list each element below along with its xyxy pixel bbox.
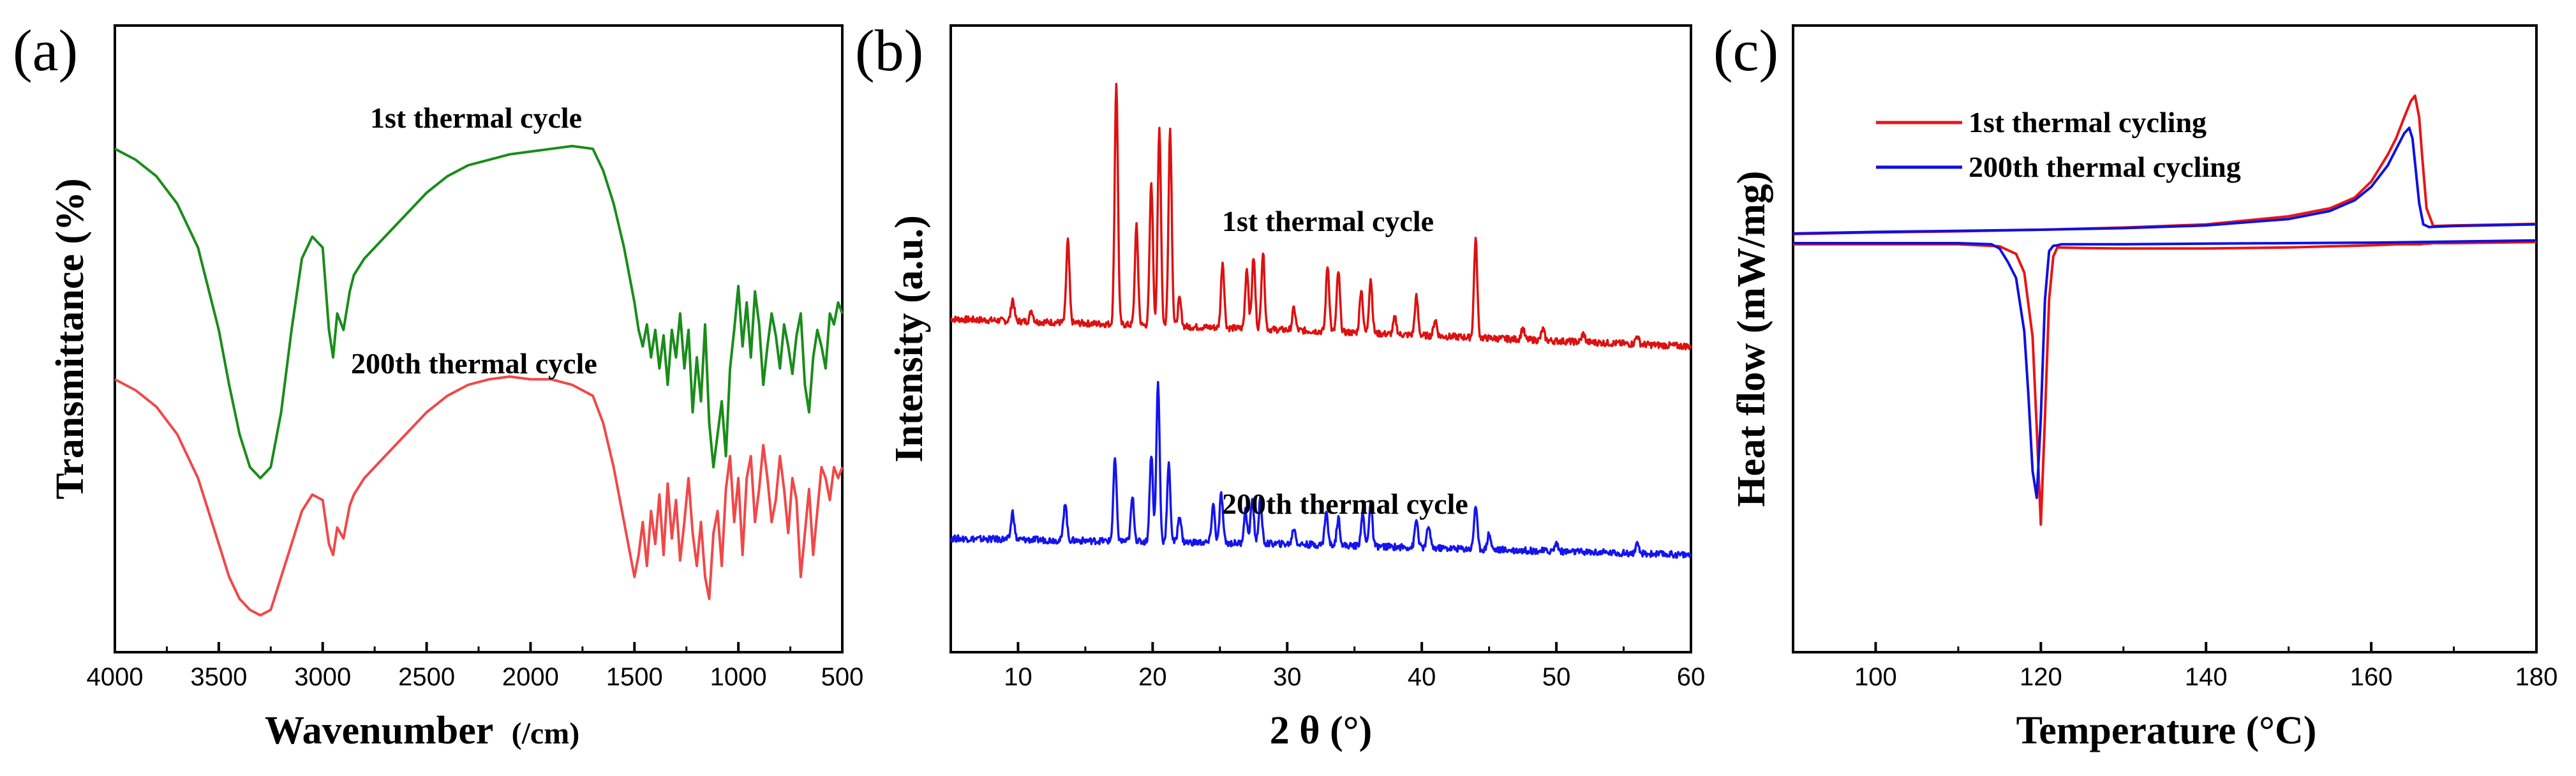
panel-c-frame xyxy=(1792,24,2538,653)
panel-a-x-tick-label: 4000 xyxy=(87,663,144,691)
series-200th-thermal-cycle xyxy=(949,380,1692,559)
panel-b-x-tick-label: 60 xyxy=(1677,663,1706,691)
panel-b-series xyxy=(949,82,1692,559)
panel-c-y-axis-title: Heat flow (mW/mg) xyxy=(1730,171,1773,507)
panel-c-x-tick-label: 180 xyxy=(2515,663,2558,691)
series-200th-cooling xyxy=(1793,239,2537,499)
panel-c-label: (c) xyxy=(1713,18,1778,83)
panel-c-x-tick-label: 120 xyxy=(2020,663,2062,691)
series-200th-thermal-cycle xyxy=(114,375,844,617)
panel-a-x-tick-label: 1000 xyxy=(710,663,767,691)
panel-b-x-tick-label: 30 xyxy=(1273,663,1302,691)
panel-b-xrd: (b) 10 20 30 40 50 60 1st thermal cycle 200th… xyxy=(855,18,1705,752)
panel-a-x-tick-label: 1500 xyxy=(606,663,663,691)
panel-a-x-tick-label: 500 xyxy=(821,663,864,691)
panel-c-x-tick-label: 100 xyxy=(1854,663,1897,691)
panel-a-label: (a) xyxy=(13,18,78,83)
panel-b-x-tick-label: 10 xyxy=(1004,663,1032,691)
panel-b-label: (b) xyxy=(855,18,923,83)
panel-a-x-axis-title: Wavenumber (/cm) xyxy=(265,709,579,752)
panel-b-annotation-200th: 200th thermal cycle xyxy=(1222,488,1468,520)
panel-b-x-tick-label: 40 xyxy=(1408,663,1436,691)
series-1st-thermal-cycle xyxy=(950,82,1692,351)
panel-b-x-ticks: 10 20 30 40 50 60 xyxy=(1004,642,1705,691)
legend-label-1st: 1st thermal cycling xyxy=(1969,106,2207,138)
panel-c-x-tick-label: 160 xyxy=(2350,663,2393,691)
panel-c-series xyxy=(1792,94,2537,526)
panel-a-annotation-200th: 200th thermal cycle xyxy=(351,347,597,380)
panel-a-ftir: (a) 4000 3500 3000 2500 2000 1500 1000 500 1st … xyxy=(13,18,863,752)
series-1st-thermal-cycle xyxy=(114,144,844,480)
series-200th-heating xyxy=(1792,126,2537,235)
panel-c-dsc: (c) 100 120 140 160 180 1st thermal cycling … xyxy=(1713,18,2557,752)
panel-a-annotation-1st: 1st thermal cycle xyxy=(370,101,582,134)
legend-label-200th: 200th thermal cycling xyxy=(1969,151,2241,183)
panel-b-x-axis-title: 2 θ (°) xyxy=(1270,709,1372,752)
panel-b-x-tick-label: 20 xyxy=(1138,663,1167,691)
panel-a-x-tick-label: 3000 xyxy=(294,663,351,691)
panel-c-x-ticks: 100 120 140 160 180 xyxy=(1854,642,2557,691)
panel-a-x-axis-title-unit: (/cm) xyxy=(512,717,580,750)
series-1st-cooling xyxy=(1793,241,2537,526)
panel-a-x-tick-label: 3500 xyxy=(190,663,247,691)
panel-a-y-axis-title: Transmittance (%) xyxy=(48,178,92,499)
panel-a-x-axis-title-main: Wavenumber xyxy=(265,709,493,752)
panel-c-x-axis-title: Temperature (°C) xyxy=(2016,709,2317,752)
panel-c-legend: 1st thermal cycling 200th thermal cyclin… xyxy=(1876,106,2241,183)
panel-b-frame xyxy=(949,24,1692,653)
panel-a-x-tick-label: 2000 xyxy=(502,663,559,691)
panel-b-annotation-1st: 1st thermal cycle xyxy=(1222,205,1434,237)
panel-b-x-tick-label: 50 xyxy=(1542,663,1571,691)
panel-a-series xyxy=(114,144,844,617)
panel-c-x-tick-label: 140 xyxy=(2185,663,2228,691)
panel-b-y-axis-title: Intensity (a.u.) xyxy=(888,215,931,463)
panel-a-x-tick-label: 2500 xyxy=(398,663,455,691)
panel-a-x-ticks: 4000 3500 3000 2500 2000 1500 1000 500 xyxy=(87,642,864,691)
